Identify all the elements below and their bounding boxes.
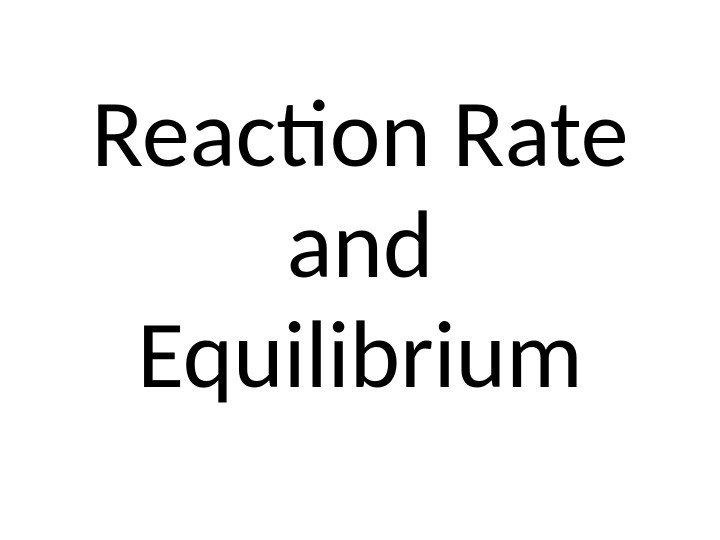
title-line-1: Reaction Rate [91, 79, 628, 189]
title-line-3: Equilibrium [91, 300, 628, 410]
slide-title: Reaction Rate and Equilibrium [91, 79, 628, 410]
title-line-2: and [91, 190, 628, 300]
